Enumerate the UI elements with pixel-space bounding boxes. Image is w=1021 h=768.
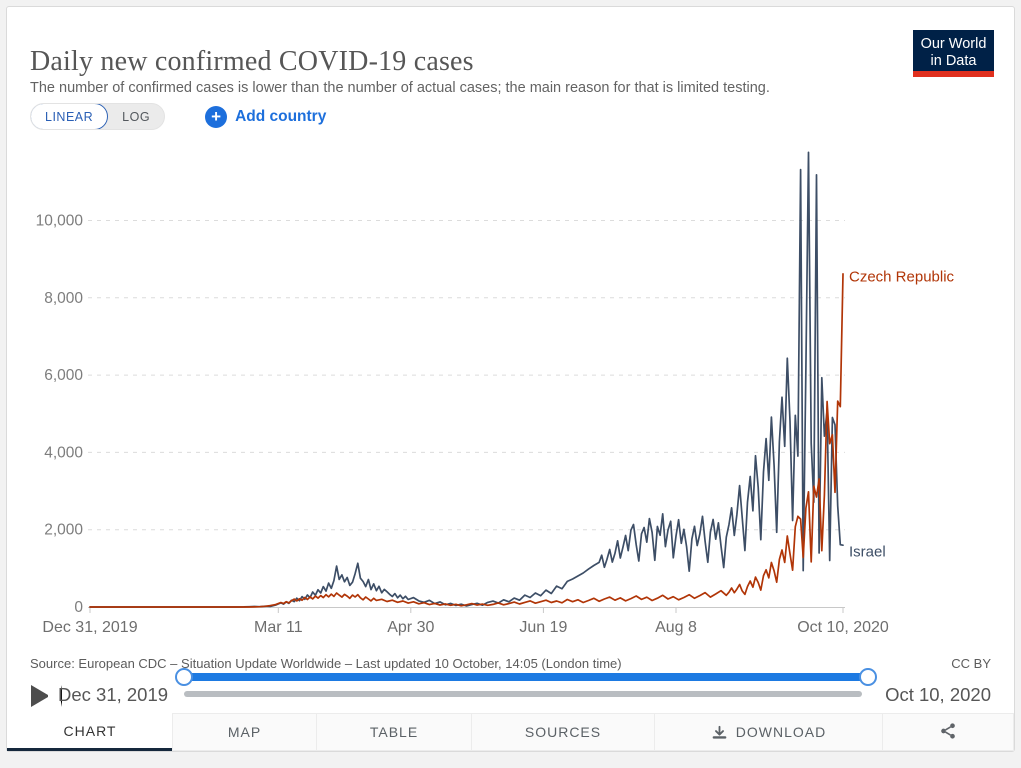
y-tick-label: 4,000 — [44, 444, 83, 461]
timeline-end-handle[interactable] — [859, 668, 877, 686]
source-row: Source: European CDC – Situation Update … — [30, 656, 991, 671]
chart-subtitle: The number of confirmed cases is lower t… — [30, 79, 770, 96]
tab-download[interactable]: DOWNLOAD — [654, 713, 883, 751]
license-link[interactable]: CC BY — [951, 656, 991, 671]
share-icon — [939, 722, 957, 743]
chart-panel: Daily new confirmed COVID-19 cases The n… — [6, 6, 1015, 752]
page-title: Daily new confirmed COVID-19 cases — [30, 45, 474, 77]
x-tick-label: Apr 30 — [387, 619, 434, 636]
y-tick-label: 2,000 — [44, 522, 83, 539]
tab-chart[interactable]: CHART — [7, 713, 173, 751]
tab-sources-label: SOURCES — [524, 724, 602, 740]
x-tick-label: Aug 8 — [655, 619, 697, 636]
tab-table-label: TABLE — [369, 724, 419, 740]
owid-logo-line2: in Data — [930, 53, 977, 69]
tab-bar: CHART MAP TABLE SOURCES DOWNLOAD — [7, 713, 1014, 751]
tab-download-label: DOWNLOAD — [735, 724, 827, 740]
plus-icon: + — [205, 105, 228, 128]
timeline-start-date: Dec 31, 2019 — [58, 684, 169, 705]
linear-scale-button[interactable]: LINEAR — [31, 104, 109, 129]
x-tick-label: Jun 19 — [519, 619, 567, 636]
timeline-start-handle[interactable] — [175, 668, 193, 686]
series-line-israel — [89, 151, 844, 608]
scale-toggle: LINEAR LOG — [30, 103, 166, 130]
tab-table[interactable]: TABLE — [316, 713, 472, 751]
x-tick-label: Mar 11 — [254, 619, 303, 636]
tab-share[interactable] — [882, 713, 1014, 751]
source-text: Source: European CDC – Situation Update … — [30, 656, 622, 671]
y-tick-label: 0 — [74, 599, 83, 616]
download-icon — [711, 724, 728, 741]
y-tick-label: 10,000 — [36, 213, 84, 230]
add-country-label: Add country — [235, 107, 327, 125]
log-scale-button[interactable]: LOG — [108, 104, 164, 129]
tab-map-label: MAP — [227, 724, 262, 740]
y-tick-label: 6,000 — [44, 367, 83, 384]
x-tick-label: Dec 31, 2019 — [42, 619, 137, 636]
owid-logo-line1: Our World — [920, 36, 987, 52]
series-label-israel: Israel — [849, 544, 886, 561]
tab-chart-label: CHART — [63, 722, 117, 739]
timeline-slider-track[interactable] — [184, 673, 868, 681]
timeline-end-date: Oct 10, 2020 — [885, 684, 991, 705]
chart-controls: LINEAR LOG + Add country — [30, 103, 326, 130]
x-tick-label: Oct 10, 2020 — [797, 619, 889, 636]
owid-logo[interactable]: Our World in Data — [913, 30, 994, 77]
timeline-rail[interactable] — [184, 691, 862, 697]
tab-map[interactable]: MAP — [172, 713, 317, 751]
tab-sources[interactable]: SOURCES — [471, 713, 655, 751]
add-country-button[interactable]: + Add country — [205, 105, 327, 128]
play-button[interactable] — [31, 685, 62, 707]
series-line-czech-republic — [89, 273, 844, 608]
y-tick-label: 8,000 — [44, 290, 83, 307]
series-label-czech-republic: Czech Republic — [849, 269, 955, 286]
